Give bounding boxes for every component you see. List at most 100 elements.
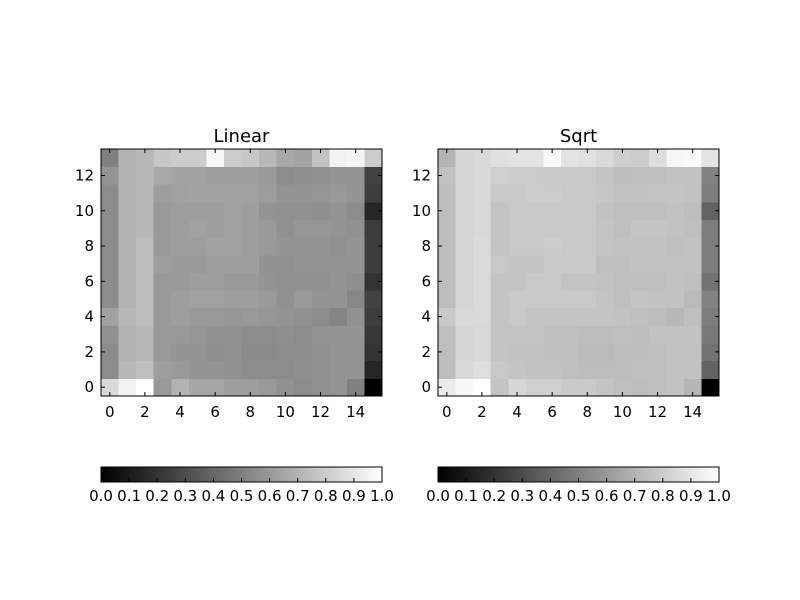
heatmap-cell [543,325,562,344]
heatmap-cell [613,201,632,220]
heatmap-cell [666,378,685,397]
heatmap-cell [136,149,155,168]
heatmap-cell [259,254,278,273]
heatmap-cell [613,325,632,344]
colorbar-segment [227,467,231,482]
heatmap-cell [276,343,295,362]
heatmap-cell [364,325,383,344]
heatmap-cell [473,201,492,220]
colorbar-tick-label: 0.3 [510,487,534,505]
heatmap-cell [683,360,702,379]
heatmap-cell [683,201,702,220]
colorbar-segment [188,467,192,482]
heatmap-cell [206,237,225,256]
heatmap-cell [171,325,190,344]
heatmap-cell [206,254,225,273]
heatmap-cell [364,201,383,220]
heatmap-cell [596,219,615,238]
y-tick-label: 10 [412,202,431,220]
heatmap-cell [188,307,207,326]
heatmap-cell [118,343,137,362]
heatmap-cell [101,149,119,168]
colorbar-segment [609,467,613,482]
heatmap-cell [118,166,137,185]
heatmap-cell [276,325,295,344]
heatmap-cell [311,201,330,220]
heatmap-cell [473,378,492,397]
heatmap-cell [118,272,137,291]
heatmap-cell [294,307,313,326]
heatmap-cell [560,219,579,238]
heatmap-cell [329,378,348,397]
heatmap-cell [101,254,119,273]
heatmap-cell [223,378,242,397]
colorbar-segment [482,467,487,482]
heatmap-cell [294,325,313,344]
colorbar-segment [365,467,369,482]
heatmap-cell [188,237,207,256]
heatmap-cell [508,166,527,185]
heatmap-cell [508,219,527,238]
colorbar-segment [606,467,610,482]
y-tick-label: 12 [412,166,431,184]
heatmap-cell [276,237,295,256]
heatmap-cell [666,272,685,291]
colorbar-segment [230,467,234,482]
heatmap-cell [683,254,702,273]
heatmap-cell [101,219,119,238]
heatmap-cell [136,237,155,256]
colorbar-segment [452,467,456,482]
colorbar-segment [617,467,622,482]
colorbar-segment [275,467,279,482]
colorbar-segment [123,467,127,482]
heatmap-cell [101,201,119,220]
colorbar-segment [688,467,692,482]
heatmap-cell [578,237,597,256]
colorbar-segment [438,467,442,482]
colorbar-segment [648,467,653,482]
colorbar-segment [541,467,546,482]
colorbar-segment [620,467,624,482]
heatmap-cell [241,166,260,185]
heatmap-cell [136,254,155,273]
colorbar-segment [162,467,167,482]
heatmap-cell [276,254,295,273]
colorbar-segment [249,467,254,482]
heatmap-cell [578,378,597,397]
y-tick-label: 2 [84,343,94,361]
heatmap-cell [613,219,632,238]
heatmap-cell [276,166,295,185]
colorbar-segment [575,467,579,482]
colorbar-segment [353,467,358,482]
colorbar-segment [539,467,543,482]
heatmap-cell [346,219,365,238]
heatmap-cell [683,378,702,397]
heatmap-cell [596,272,615,291]
colorbar-segment [233,467,237,482]
heatmap-cell [631,343,650,362]
colorbar-tick-label: 0.6 [595,487,619,505]
heatmap-cell [276,219,295,238]
heatmap-cell [490,360,509,379]
colorbar-segment [502,467,506,482]
heatmap-cell [223,325,242,344]
colorbar-segment [117,467,122,482]
colorbar-segment [367,467,372,482]
heatmap-cell [188,219,207,238]
heatmap-cell [490,219,509,238]
heatmap-cell [259,184,278,203]
heatmap-cell [525,360,544,379]
heatmap-cell [666,343,685,362]
heatmap-cell [223,343,242,362]
heatmap-cell [346,360,365,379]
colorbar-segment [131,467,136,482]
heatmap-cell [241,360,260,379]
heatmap-cell [136,325,155,344]
heatmap-cell [346,307,365,326]
colorbar-segment [168,467,172,482]
colorbar-segment [612,467,616,482]
colorbar-segment [219,467,223,482]
heatmap-cell [596,290,615,309]
colorbar-segment [696,467,700,482]
